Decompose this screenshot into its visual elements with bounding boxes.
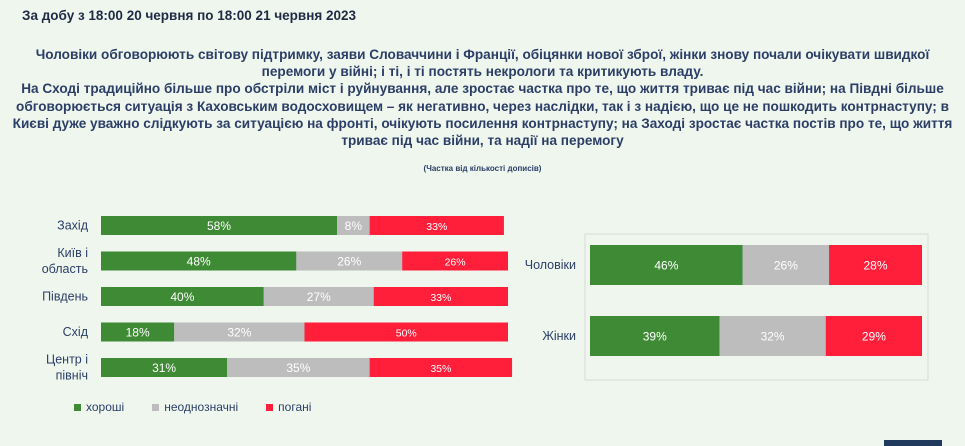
data-label-positive: 18%	[126, 326, 150, 340]
bar-segment-negative	[369, 358, 513, 377]
legend-item-positive: хороші	[74, 400, 124, 414]
data-label-neutral: 26%	[774, 259, 798, 273]
legend: хороші неоднозначні погані	[74, 400, 311, 414]
chart-region: Захід 58% 8% 33% Київ і область 48% 26% 26% Півде…	[42, 216, 513, 383]
category-label: Жінки	[542, 329, 576, 343]
bar-segment-negative	[304, 322, 508, 342]
legend-swatch-positive	[74, 403, 81, 411]
category-label: Схід	[63, 325, 89, 339]
data-label-negative: 26%	[445, 257, 466, 269]
legend-swatch-neutral	[152, 403, 160, 411]
data-label-negative: 33%	[426, 221, 447, 233]
legend-item-neutral: неоднозначні	[152, 400, 238, 414]
legend-item-negative: погані	[266, 400, 311, 414]
date-range: За добу з 18:00 20 червня по 18:00 21 че…	[22, 8, 357, 23]
bar-segment-positive	[101, 358, 228, 377]
data-label-positive: 31%	[152, 361, 176, 375]
bar-segment-positive	[101, 322, 175, 342]
legend-swatch-negative	[266, 403, 274, 411]
data-label-neutral: 26%	[337, 255, 361, 269]
data-label-negative: 35%	[430, 363, 451, 375]
category-label: Захід	[57, 219, 89, 233]
headline: Чоловіки обговорюють світову підтримку, …	[4, 46, 961, 149]
bar-segment-positive	[101, 216, 338, 235]
bar-segment-positive	[101, 287, 264, 306]
bar-segment-neutral	[337, 216, 370, 235]
data-label-positive: 39%	[643, 330, 667, 344]
bar-segment-negative	[373, 287, 508, 306]
gender-chart-frame	[584, 233, 929, 381]
data-label-negative: 29%	[862, 330, 886, 344]
bar-segment-neutral	[742, 245, 830, 285]
legend-label-neutral: неоднозначні	[164, 400, 239, 414]
bar-segment-neutral	[296, 251, 403, 271]
corner-decoration	[884, 440, 942, 446]
data-label-negative: 28%	[864, 259, 888, 273]
bar-segment-neutral	[227, 358, 370, 377]
bar-segment-neutral	[174, 322, 305, 342]
data-label-neutral: 8%	[345, 219, 363, 233]
data-label-positive: 58%	[207, 219, 231, 233]
data-label-negative: 50%	[396, 328, 417, 340]
bar-segment-negative	[825, 316, 922, 356]
bar-segment-positive	[101, 251, 297, 271]
data-label-neutral: 35%	[286, 361, 310, 375]
bar-segment-positive	[590, 316, 720, 356]
category-label: Південь	[42, 290, 88, 304]
bar-segment-negative	[402, 251, 508, 271]
legend-label-negative: погані	[278, 400, 312, 414]
data-label-positive: 40%	[170, 290, 194, 304]
chart-gender: Чоловіки 46% 26% 28% Жінки 39% 32% 29%	[525, 233, 929, 381]
bar-segment-neutral	[263, 287, 374, 306]
bar-segment-negative	[369, 216, 504, 235]
headline-region-summary: На Сході традиційно більше про обстріли …	[12, 81, 953, 149]
data-label-neutral: 27%	[307, 290, 331, 304]
bar-segment-neutral	[719, 316, 826, 356]
share-note: (Частка від кількості дописів)	[423, 164, 542, 173]
data-label-positive: 48%	[187, 255, 211, 269]
data-label-negative: 33%	[430, 292, 451, 304]
data-label-neutral: 32%	[761, 330, 785, 344]
data-label-positive: 46%	[654, 259, 678, 273]
category-label: Чоловіки	[525, 258, 576, 272]
bar-segment-negative	[829, 245, 922, 285]
headline-gender-summary: Чоловіки обговорюють світову підтримку, …	[35, 47, 930, 80]
legend-label-positive: хороші	[86, 400, 125, 414]
bar-segment-positive	[590, 245, 743, 285]
category-label: Центр і північ	[46, 353, 88, 383]
category-label: Київ і область	[42, 246, 88, 276]
data-label-neutral: 32%	[227, 326, 251, 340]
